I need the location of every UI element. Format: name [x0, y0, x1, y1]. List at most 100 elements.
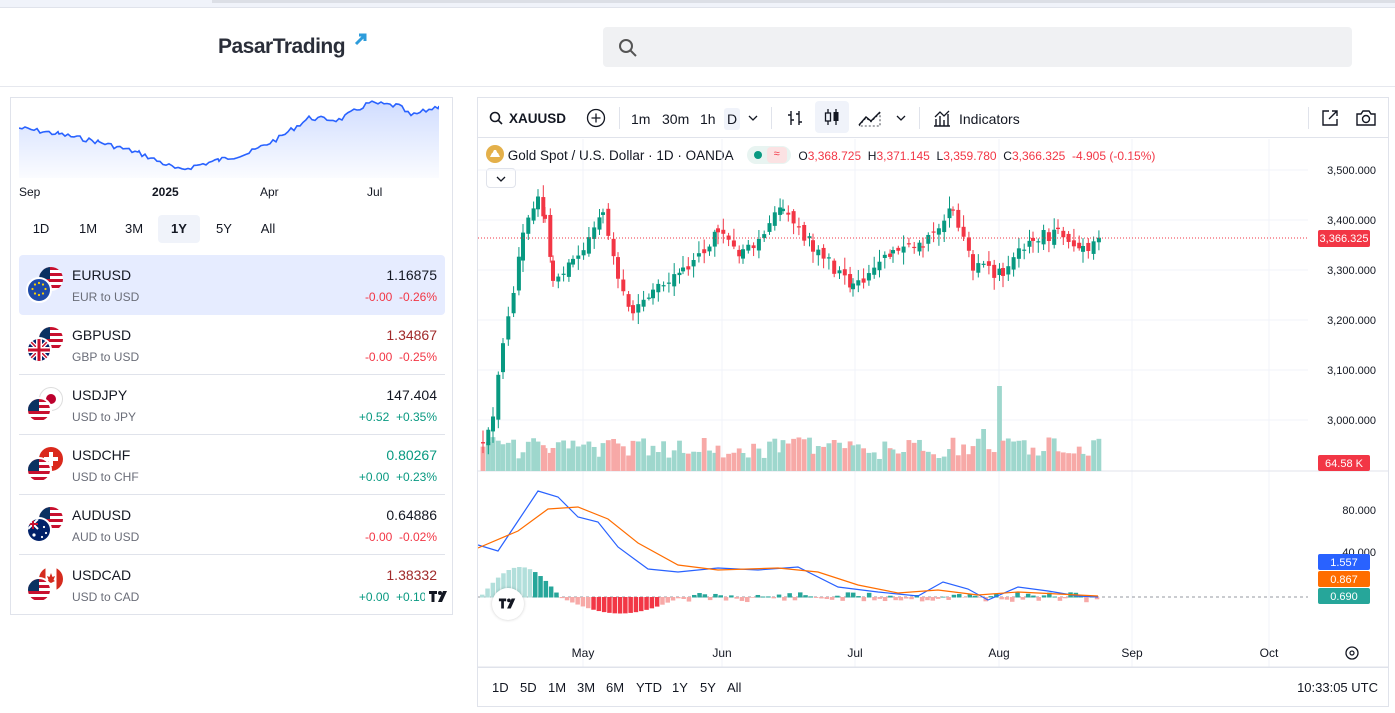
range-1m-button[interactable]: 1M	[78, 221, 98, 236]
pair-symbol: USDCAD	[72, 567, 132, 583]
candle-body	[807, 236, 812, 239]
range-all-button[interactable]: All	[727, 680, 742, 695]
range-6m-button[interactable]: 6M	[606, 680, 625, 695]
area-chart-style-icon[interactable]	[858, 108, 884, 128]
range-1m-button[interactable]: 1M	[548, 680, 567, 695]
volume-bar	[815, 446, 821, 471]
volume-bar	[1041, 451, 1046, 471]
candle-body	[661, 285, 666, 287]
search-bar[interactable]	[603, 27, 1352, 67]
macd-histogram-bar	[697, 593, 702, 598]
macd-histogram-bar	[665, 597, 670, 603]
volume-bar	[1021, 440, 1027, 471]
volume-bar	[485, 441, 491, 471]
utc-clock[interactable]: 10:33:05 UTC	[1297, 680, 1378, 695]
macd-histogram-bar	[1063, 597, 1068, 599]
volume-bar	[550, 447, 556, 471]
candle-body	[767, 223, 772, 232]
list-item-gbpusd[interactable]: GBPUSD GBP to USD 1.34867 -0.00 -0.25%	[19, 315, 445, 375]
volume-bar	[712, 452, 718, 471]
pair-description: AUD to USD	[72, 530, 140, 544]
macd-histogram-bar	[686, 597, 692, 602]
range-1d-button[interactable]: 1D	[492, 680, 509, 695]
volume-bar	[970, 446, 976, 471]
macd-histogram-bar	[480, 594, 485, 598]
volume-bar	[736, 448, 742, 471]
macd-histogram-bar	[798, 592, 803, 598]
search-input[interactable]	[648, 27, 1338, 67]
range-5y-button[interactable]: 5Y	[700, 680, 716, 695]
range-3m-button[interactable]: 3M	[577, 680, 596, 695]
volume-bar	[1046, 437, 1052, 471]
macd-value-label: 0.867	[1330, 574, 1358, 586]
candle-body	[636, 304, 641, 313]
list-item-usdjpy[interactable]: USDJPY USD to JPY 147.404 +0.52 +0.35%	[19, 375, 445, 435]
macd-histogram-bar	[829, 597, 835, 600]
range-5y-button[interactable]: 5Y	[216, 221, 232, 236]
chevron-down-icon[interactable]	[748, 114, 758, 122]
tradingview-logo-icon[interactable]	[425, 586, 451, 608]
symbol-search-button[interactable]: XAUUSD	[509, 111, 567, 126]
range-3m-button[interactable]: 3M	[124, 221, 144, 236]
aud-flag-icon	[26, 517, 52, 543]
interval-d-button[interactable]: D	[724, 108, 741, 130]
interval-30m-button[interactable]: 30m	[662, 111, 690, 127]
candle-body	[1081, 246, 1085, 252]
candles-style-button[interactable]	[815, 101, 849, 133]
price-axis-tick: 3,200.000	[1327, 315, 1376, 327]
bar-chart-style-icon[interactable]	[785, 108, 805, 128]
macd-histogram-bar	[978, 597, 983, 598]
volume-bar	[887, 448, 893, 471]
range-1d-button[interactable]: 1D	[32, 221, 50, 236]
list-item-usdcad[interactable]: USDCAD USD to CAD 1.38332 +0.00 +0.10%	[19, 555, 445, 615]
macd-histogram-bar	[898, 597, 904, 601]
list-item-audusd[interactable]: AUDUSD AUD to USD 0.64886 -0.00 -0.02%	[19, 495, 445, 555]
indicators-button[interactable]: Indicators	[959, 111, 1020, 127]
interval-1h-button[interactable]: 1h	[700, 111, 716, 127]
volume-bar	[767, 441, 772, 471]
chevron-down-icon[interactable]	[896, 114, 906, 122]
volume-bar	[611, 438, 616, 471]
price-chart[interactable]: 3,500.000 3,400.000 3,300.000 3,200.000 3,10…	[478, 139, 1388, 667]
volume-bar	[500, 444, 506, 471]
volume-bar	[1055, 451, 1061, 471]
macd-histogram-bar	[548, 586, 554, 598]
macd-histogram-bar	[617, 597, 623, 614]
range-ytd-button[interactable]: YTD	[636, 680, 662, 695]
search-icon[interactable]	[489, 111, 503, 125]
candle-body	[541, 197, 546, 217]
macd-histogram-bar	[1057, 597, 1063, 601]
site-logo[interactable]: PasarTrading	[218, 33, 367, 59]
macd-histogram-bar	[819, 597, 824, 599]
chevron-down-icon	[496, 176, 506, 182]
legend-collapse-button[interactable]	[486, 168, 516, 188]
volume-bar	[981, 429, 986, 471]
range-1y-button[interactable]: 1Y	[672, 680, 688, 695]
macd-histogram-bar	[718, 595, 723, 598]
macd-value-label: 1.557	[1330, 557, 1358, 569]
candle-body	[756, 238, 761, 251]
range-all-button[interactable]: All	[260, 221, 276, 236]
macd-histogram-bar	[495, 577, 501, 598]
candle-body	[1022, 249, 1027, 251]
candle-body	[737, 249, 742, 257]
list-item-usdchf[interactable]: USDCHF USD to CHF 0.80267 +0.00 +0.23%	[19, 435, 445, 495]
candle-body	[521, 232, 525, 261]
candle-body	[1066, 233, 1071, 242]
indicators-icon[interactable]	[932, 108, 952, 128]
candle-body	[1036, 241, 1041, 243]
candle-body	[536, 196, 540, 210]
range-1y-button[interactable]: 1Y	[158, 215, 200, 243]
compare-add-icon[interactable]	[586, 108, 606, 128]
market-status-badge[interactable]: ≈	[746, 146, 791, 164]
volume-bar	[505, 442, 511, 471]
fullscreen-popout-icon[interactable]	[1320, 108, 1340, 128]
time-axis-tick: May	[572, 646, 595, 660]
camera-icon[interactable]	[1355, 108, 1377, 128]
range-5d-button[interactable]: 5D	[520, 680, 537, 695]
interval-1m-button[interactable]: 1m	[631, 111, 651, 127]
macd-histogram-bar	[681, 597, 686, 599]
list-item-eurusd[interactable]: EURUSD EUR to USD 1.16875 -0.00 -0.26%	[19, 255, 445, 315]
macd-histogram-bar	[851, 592, 856, 598]
tradingview-logo-icon[interactable]	[492, 588, 524, 620]
